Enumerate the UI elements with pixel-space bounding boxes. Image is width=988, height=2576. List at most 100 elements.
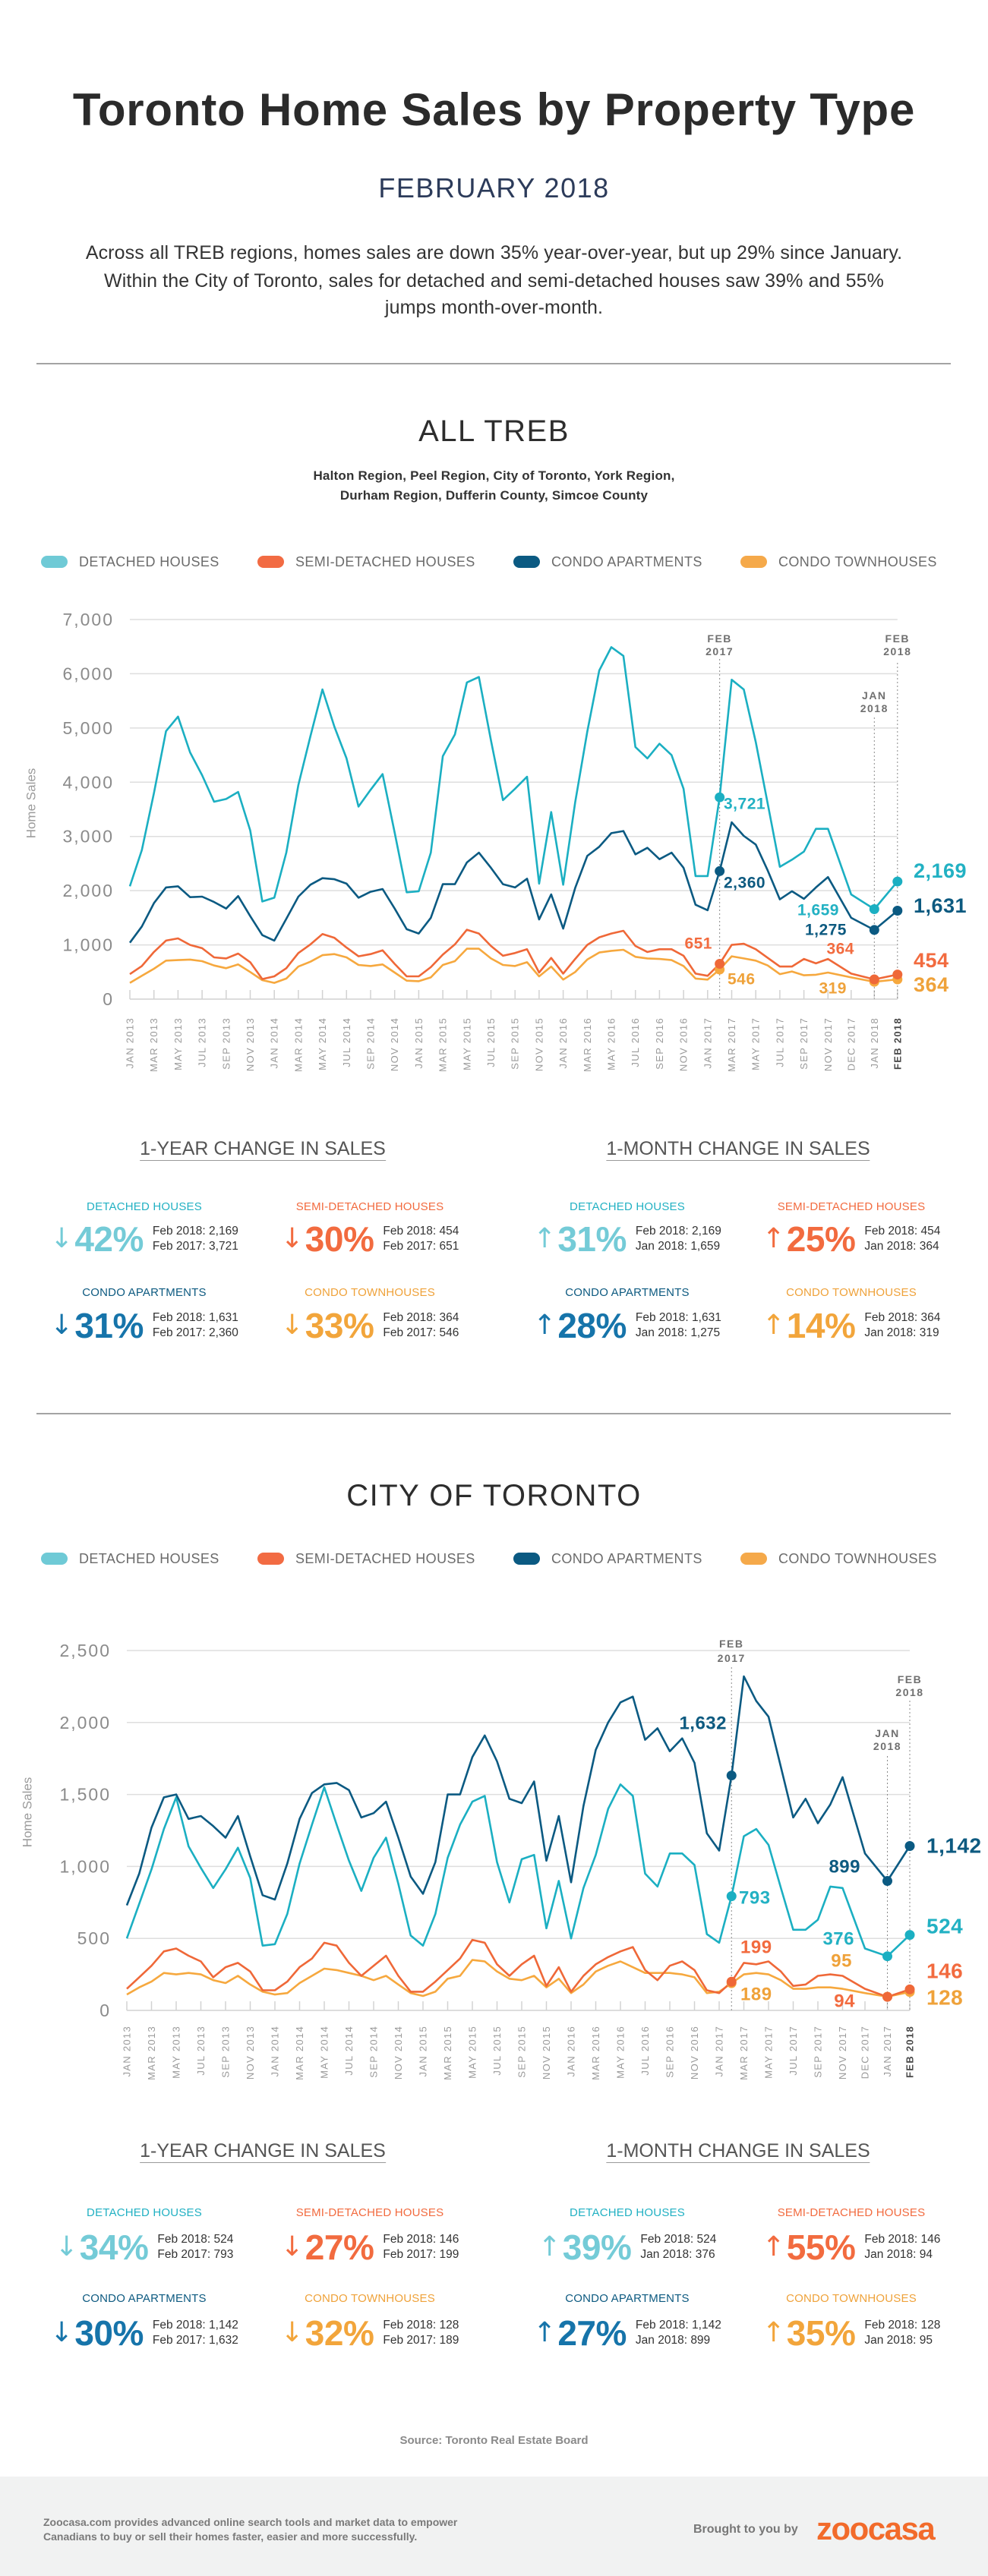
previous-value: Jan 2018: 376 [640,2248,715,2261]
stat-label: CONDO APARTMENTS [82,1286,207,1299]
section-divider [36,1413,951,1414]
previous-value: Jan 2018: 1,659 [635,1240,721,1253]
stat-label: DETACHED HOUSES [87,2206,202,2219]
arrow-down-icon: ↓ [280,2231,304,2262]
stat-label: CONDO TOWNHOUSES [786,2292,917,2305]
stat-label: CONDO TOWNHOUSES [786,1286,917,1299]
series-line-detached [128,646,898,910]
arrow-down-icon: ↓ [50,1310,74,1341]
stat-label: SEMI-DETACHED HOUSES [295,2206,444,2219]
current-value: Feb 2018: 524 [157,2233,234,2246]
section-title: CITY OF TORONTO [346,1479,642,1512]
series-line-semi [129,929,898,981]
regions-line: Halton Region, Peel Region, City of Toro… [313,468,675,483]
stat-card-condo: CONDO APARTMENTS ↑ 28% Feb 2018: 1,631 Jan 2… [506,1285,749,1346]
data-point-semi [726,1976,737,1987]
line-chart-all-treb: 0 1,000 2,000 3,000 4,000 5,000 6,000 7,000 Home… [24,610,967,1072]
marker-label: 2017 [705,645,734,657]
series-line-semi [126,1938,911,1998]
previous-value: Jan 2018: 364 [864,1240,939,1253]
x-tick-label: MAR 2017 [738,2026,750,2080]
stat-card-condo: CONDO APARTMENTS ↓ 31% Feb 2018: 1,631 Feb 2… [23,1285,266,1346]
x-tick-label: MAR 2015 [437,1017,449,1072]
arrow-up-icon: ↑ [762,1223,785,1254]
marker-label: JAN [862,689,887,702]
current-value: Feb 2018: 454 [383,1225,459,1238]
value-label-condo: 1,275 [805,922,847,939]
marker-label: FEB [707,632,732,645]
stat-label: SEMI-DETACHED HOUSES [295,1200,444,1213]
data-point-detached [726,1891,737,1902]
x-tick-label: DEC 2017 [860,2026,871,2079]
previous-value: Feb 2017: 651 [383,1240,459,1253]
legend-swatch [740,556,767,568]
data-point-condo [904,1840,915,1851]
x-tick-label: MAY 2015 [467,2026,478,2079]
legend-label: CONDO APARTMENTS [551,554,702,569]
legend-swatch [257,1553,284,1565]
x-tick-label: NOV 2016 [678,1017,690,1071]
percent-change: 27% [305,2228,374,2267]
data-point-semi [904,1984,915,1994]
value-label-condo: 1,142 [926,1834,982,1858]
arrow-up-icon: ↑ [762,2317,785,2348]
x-tick-label: MAR 2017 [726,1017,737,1072]
stat-card-semi: SEMI-DETACHED HOUSES ↑ 55% Feb 2018: 146 Jan… [730,2206,973,2266]
arrow-up-icon: ↑ [762,1310,785,1341]
marker-label: 2018 [860,702,889,714]
intro-line: jumps month-over-month. [384,297,604,318]
value-label-semi: 94 [834,1991,855,2012]
value-label-condo: 899 [829,1857,860,1878]
x-tick-label: NOV 2015 [533,1017,545,1071]
value-label-town: 364 [914,973,949,996]
x-tick-label: JUL 2015 [491,2026,503,2076]
percent-change: 27% [557,2313,627,2353]
percent-change: 55% [786,2228,856,2267]
x-tick-label: MAY 2014 [319,2026,330,2079]
x-tick-label: SEP 2017 [798,1017,810,1070]
data-point-semi [892,970,903,980]
stat-value-row: ↓ 27% Feb 2018: 146 Feb 2017: 199 [248,2228,491,2266]
series-line-town [126,1959,911,1998]
section-title: ALL TREB [418,415,570,448]
x-tick-label: MAR 2013 [146,2026,157,2080]
current-value: Feb 2018: 146 [864,2233,941,2246]
percent-change: 42% [74,1219,144,1259]
x-tick-label: MAR 2015 [442,2026,453,2080]
marker-label: 2018 [895,1686,923,1698]
value-label-detached: 1,659 [797,902,839,919]
stat-detail: Feb 2018: 364 Jan 2018: 319 [864,1310,940,1341]
legend-label: SEMI-DETACHED HOUSES [295,554,475,569]
page-title: Toronto Home Sales by Property Type [72,84,916,135]
brought-to-you-by: Brought to you by [693,2523,798,2536]
x-tick-label: SEP 2016 [664,2026,676,2078]
value-label-town: 128 [926,1986,963,2010]
y-tick-label: 4,000 [62,772,114,792]
x-tick-label: SEP 2017 [813,2026,824,2078]
current-value: Feb 2018: 1,142 [152,2319,238,2332]
value-label-detached: 793 [739,1888,771,1909]
x-tick-label: MAY 2016 [606,1017,617,1070]
stat-value-row: ↑ 39% Feb 2018: 524 Jan 2018: 376 [506,2228,749,2266]
stat-value-row: ↓ 30% Feb 2018: 454 Feb 2017: 651 [248,1220,491,1258]
report-month: FEBRUARY 2018 [378,172,610,203]
stat-card-detached: DETACHED HOUSES ↑ 31% Feb 2018: 2,169 Jan 20… [506,1200,749,1260]
x-tick-label: JAN 2015 [418,2026,429,2077]
current-value: Feb 2018: 524 [640,2233,717,2246]
previous-value: Feb 2017: 2,360 [152,1326,238,1339]
legend-swatch [41,556,68,568]
stat-detail: Feb 2018: 524 Feb 2017: 793 [157,2232,233,2262]
stat-detail: Feb 2018: 1,631 Jan 2018: 1,275 [636,1310,721,1341]
x-tick-label: NOV 2017 [837,2026,848,2079]
data-point-detached [882,1951,892,1962]
y-tick-label: 2,500 [59,1641,111,1660]
current-value: Feb 2018: 1,631 [152,1311,238,1324]
y-tick-label: 0 [103,989,114,1009]
year-change-heading: 1-YEAR CHANGE IN SALES [140,2140,386,2163]
x-tick-label: SEP 2015 [510,1017,521,1070]
series-line-condo [125,1675,911,1906]
previous-value: Feb 2017: 546 [383,1326,459,1339]
x-tick-label: JAN 2017 [702,1017,713,1069]
stat-card-condo: CONDO APARTMENTS ↑ 27% Feb 2018: 1,142 Jan 2… [506,2291,749,2352]
y-tick-label: 1,500 [59,1785,111,1805]
